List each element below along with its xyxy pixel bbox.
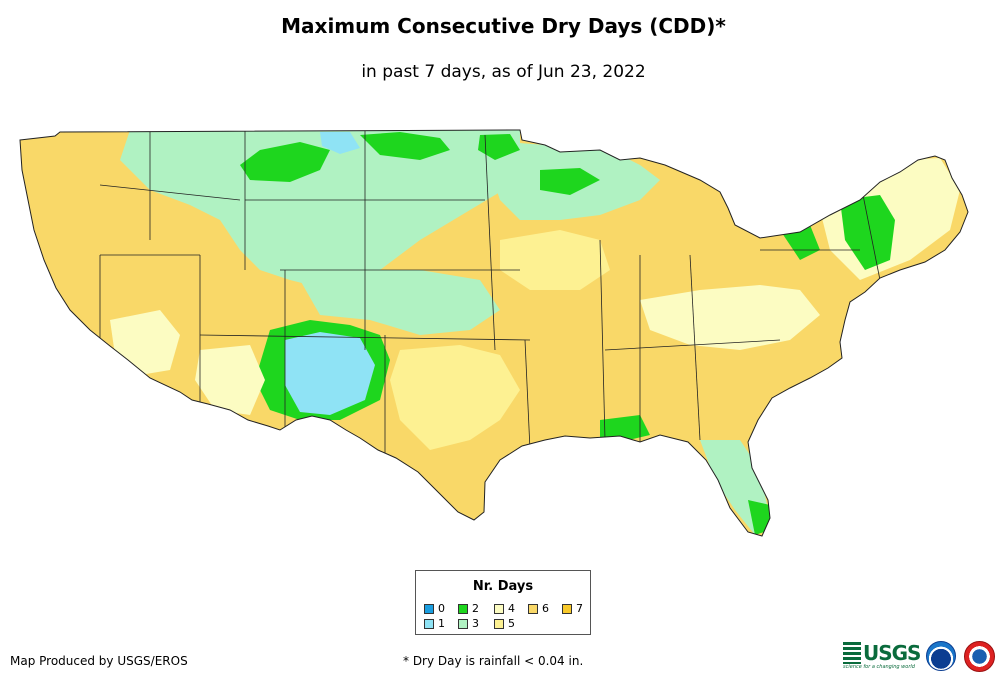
legend-item-4: 4: [494, 602, 515, 615]
legend-item-5: 5: [494, 617, 515, 630]
legend-item-1: 1: [424, 617, 445, 630]
map-credit: Map Produced by USGS/EROS: [10, 654, 188, 668]
legend-swatch-5: [494, 618, 504, 629]
legend-swatch-0: [424, 603, 434, 614]
legend-item-3: 3: [458, 617, 479, 630]
legend-swatch-1: [424, 618, 434, 629]
nws-logo-icon: [964, 641, 995, 672]
legend-item-6: 6: [528, 602, 549, 615]
legend-label-4: 4: [508, 602, 515, 615]
usgs-wave-icon: [843, 642, 861, 664]
legend-label-6: 6: [542, 602, 549, 615]
noaa-logo-icon: [926, 641, 956, 671]
map-title: Maximum Consecutive Dry Days (CDD)*: [281, 14, 726, 38]
legend-label-1: 1: [438, 617, 445, 630]
legend-swatch-4: [494, 603, 504, 614]
us-dry-days-map: [19, 129, 969, 537]
legend-label-0: 0: [438, 602, 445, 615]
legend: Nr. Days 0 1 2 3 4 5 6 7: [415, 570, 591, 635]
legend-label-5: 5: [508, 617, 515, 630]
legend-title: Nr. Days: [472, 579, 534, 594]
state-boundaries: [99, 130, 881, 460]
legend-swatch-7: [562, 603, 572, 614]
dry-day-footnote: * Dry Day is rainfall < 0.04 in.: [403, 654, 584, 668]
usgs-logo: USGS: [843, 641, 921, 665]
map-subtitle: in past 7 days, as of Jun 23, 2022: [361, 62, 646, 82]
legend-swatch-2: [458, 603, 468, 614]
legend-label-2: 2: [472, 602, 479, 615]
legend-label-3: 3: [472, 617, 479, 630]
usgs-logo-text: USGS: [863, 641, 921, 665]
legend-swatch-6: [528, 603, 538, 614]
legend-item-7: 7: [562, 602, 583, 615]
legend-swatch-3: [458, 618, 468, 629]
legend-item-2: 2: [458, 602, 479, 615]
usgs-tagline: science for a changing world: [843, 664, 915, 670]
legend-label-7: 7: [576, 602, 583, 615]
legend-item-0: 0: [424, 602, 445, 615]
